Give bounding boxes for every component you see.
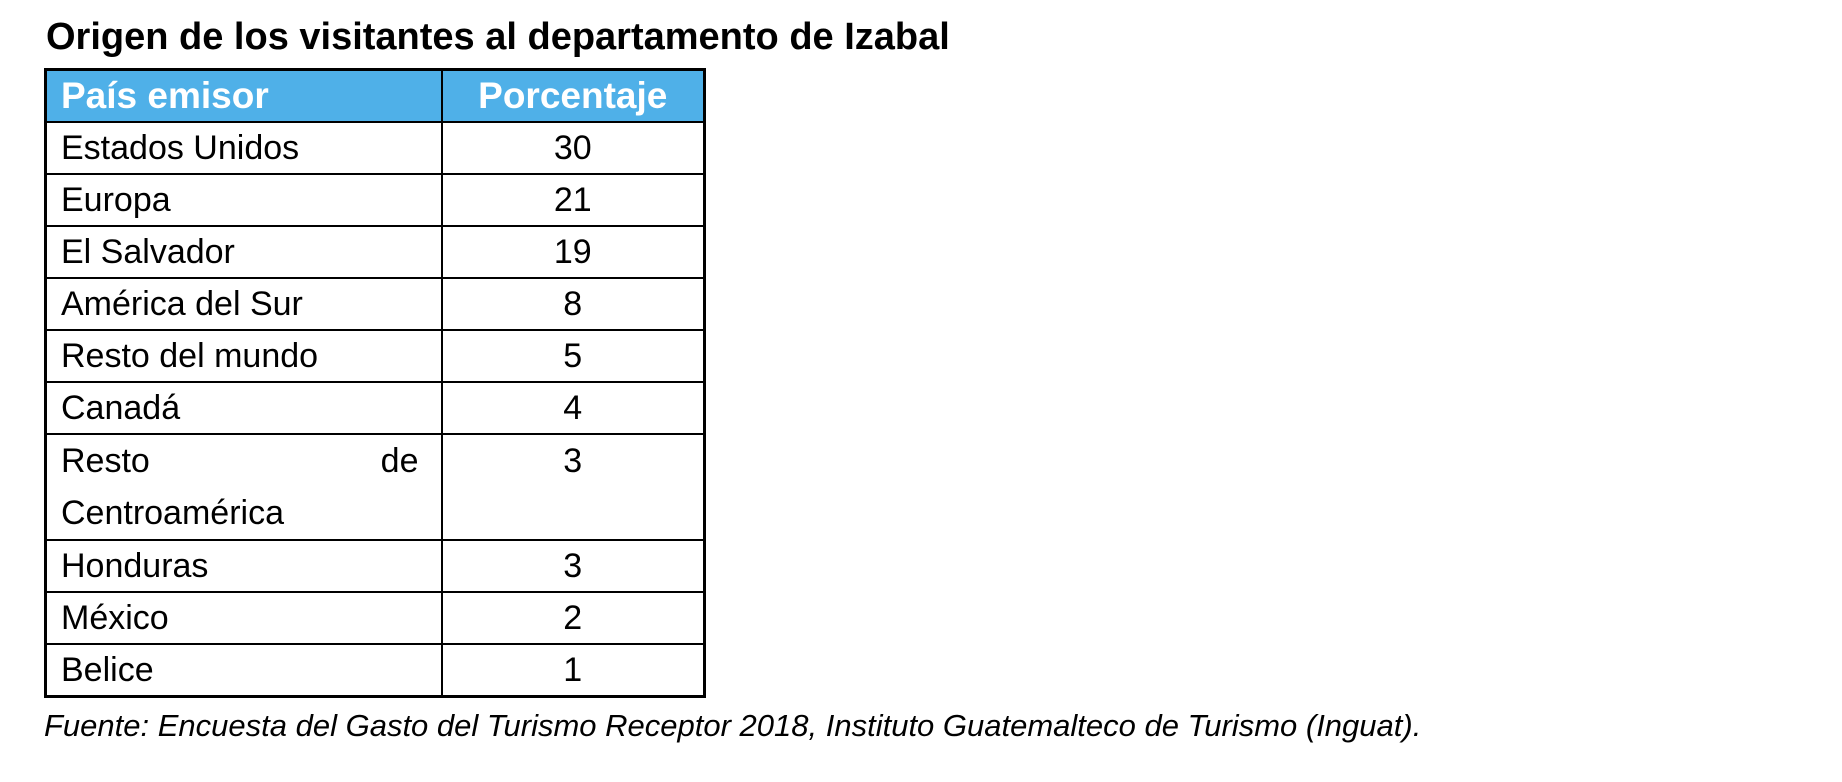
cell-pais: El Salvador — [44, 225, 443, 279]
table-row: El Salvador 19 — [44, 225, 706, 279]
justified-second-line: Centroamérica — [61, 494, 284, 532]
cell-porcentaje: 8 — [440, 277, 706, 331]
cell-pais: Canadá — [44, 381, 443, 435]
visitors-origin-table: País emisor Porcentaje Estados Unidos 30… — [44, 68, 706, 698]
cell-pais: Belice — [44, 643, 443, 698]
cell-pais: Resto del mundo — [44, 329, 443, 383]
cell-porcentaje: 21 — [440, 173, 706, 227]
justified-word-right: de — [380, 442, 419, 480]
table-row: Resto del mundo 5 — [44, 329, 706, 383]
justified-word-left: Resto — [61, 442, 150, 480]
table-row: Honduras 3 — [44, 539, 706, 593]
table-row: Canadá 4 — [44, 381, 706, 435]
table-row: América del Sur 8 — [44, 277, 706, 331]
table-row: Europa 21 — [44, 173, 706, 227]
cell-pais: Europa — [44, 173, 443, 227]
cell-pais: Honduras — [44, 539, 443, 593]
header-cell-pais: País emisor — [44, 68, 443, 123]
table-row: Resto de Centroamérica 3 — [44, 433, 706, 541]
cell-porcentaje: 3 — [440, 539, 706, 593]
header-cell-porcentaje: Porcentaje — [440, 68, 706, 123]
page-title: Origen de los visitantes al departamento… — [46, 16, 950, 58]
cell-pais: Estados Unidos — [44, 121, 443, 175]
source-note: Fuente: Encuesta del Gasto del Turismo R… — [44, 708, 1422, 743]
cell-pais: América del Sur — [44, 277, 443, 331]
justified-first-line: Resto de — [61, 436, 440, 487]
cell-porcentaje: 4 — [440, 381, 706, 435]
cell-pais: México — [44, 591, 443, 645]
cell-porcentaje: 1 — [440, 643, 706, 698]
cell-porcentaje: 5 — [440, 329, 706, 383]
table-row: Estados Unidos 30 — [44, 121, 706, 175]
cell-porcentaje: 19 — [440, 225, 706, 279]
table-header-row: País emisor Porcentaje — [44, 68, 706, 123]
document-page: Origen de los visitantes al departamento… — [44, 16, 1422, 743]
table-row: México 2 — [44, 591, 706, 645]
cell-porcentaje: 3 — [440, 433, 706, 541]
cell-pais: Resto de Centroamérica — [44, 433, 443, 541]
cell-porcentaje: 2 — [440, 591, 706, 645]
table-row: Belice 1 — [44, 643, 706, 698]
cell-porcentaje: 30 — [440, 121, 706, 175]
